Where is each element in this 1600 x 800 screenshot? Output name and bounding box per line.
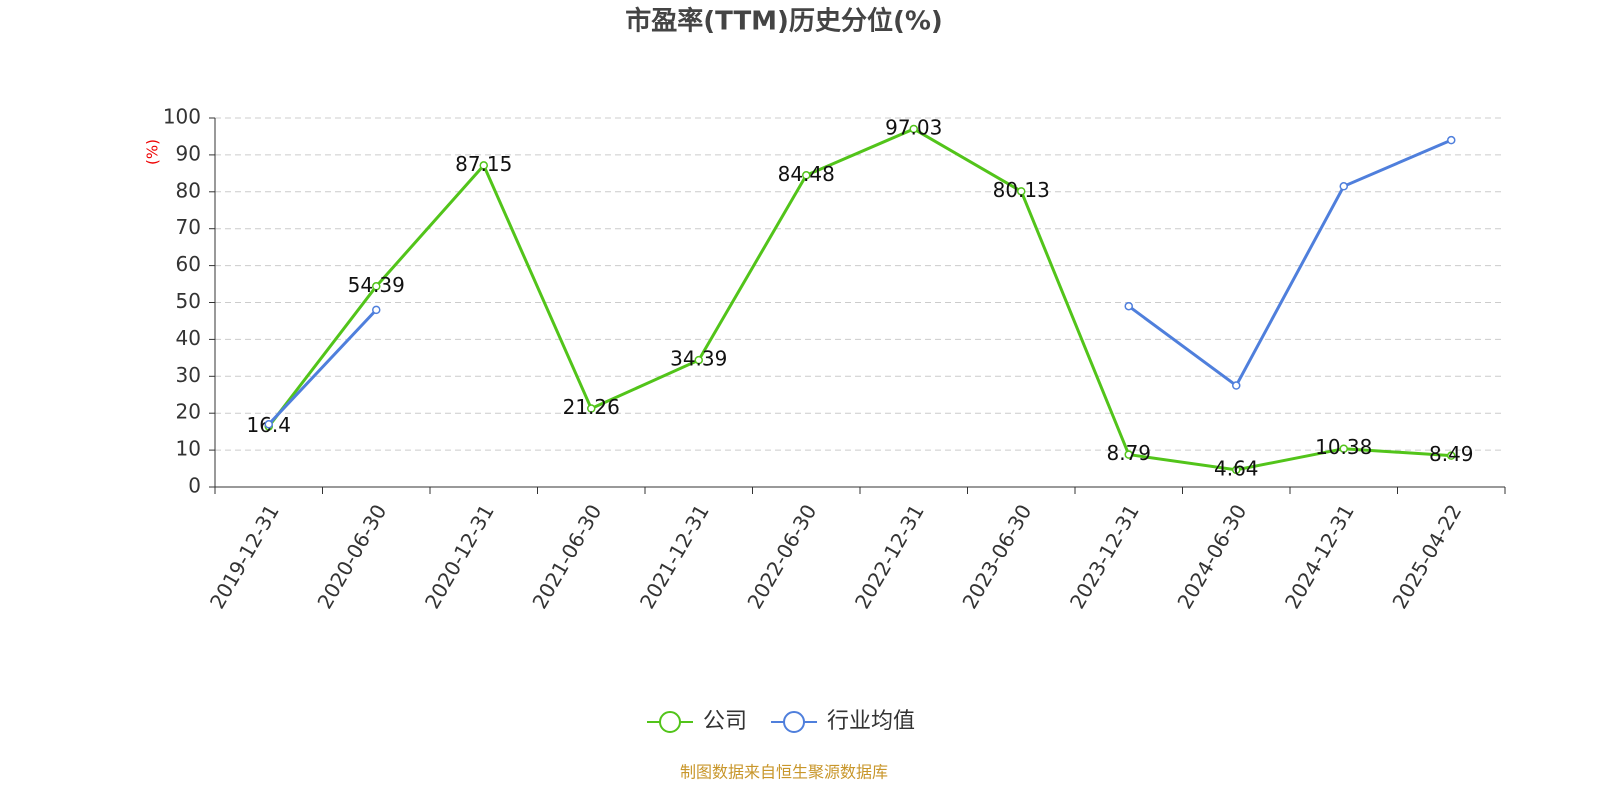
point [587, 404, 596, 413]
data-label: 84.48 [778, 162, 835, 186]
x-tick-label: 2024-06-30 [1172, 500, 1251, 613]
data-label: 10.38 [1315, 435, 1372, 459]
x-tick-label: 2019-12-31 [205, 500, 284, 613]
y-tick-label: 50 [176, 289, 201, 313]
data-label: 21.26 [563, 395, 620, 419]
point [1232, 465, 1241, 475]
x-tick-label: 2024-12-31 [1280, 500, 1359, 613]
source-note: 制图数据来自恒生聚源数据库 [680, 763, 888, 782]
data-label: 80.13 [993, 178, 1050, 202]
x-tick-label: 2022-12-31 [850, 500, 929, 613]
data-label: 4.64 [1214, 456, 1259, 480]
data-label: 8.49 [1429, 442, 1474, 466]
legend-label: 公司 [703, 709, 747, 734]
legend-label: 行业均值 [827, 709, 915, 734]
point [1232, 381, 1241, 390]
series-line [267, 127, 1452, 472]
point [1124, 450, 1133, 459]
point [1447, 135, 1456, 145]
y-tick-label: 10 [176, 437, 201, 461]
data-label: 8.79 [1106, 441, 1151, 465]
point [802, 171, 811, 180]
data-label: 34.39 [670, 347, 727, 371]
x-tick-label: 2020-12-31 [420, 500, 499, 613]
point [909, 124, 918, 134]
point [372, 305, 381, 315]
y-tick-label: 80 [176, 178, 201, 202]
chart-title: 市盈率(TTM)历史分位(%) [625, 6, 943, 37]
point [1447, 451, 1456, 460]
y-tick-label: 0 [188, 474, 201, 498]
point [1124, 301, 1133, 311]
data-label: 97.03 [885, 115, 942, 139]
y-tick-label: 30 [176, 363, 201, 387]
y-tick-label: 90 [176, 141, 201, 165]
y-tick-label: 20 [176, 400, 201, 424]
x-tick-label: 2022-06-30 [742, 500, 821, 613]
data-label: 87.15 [455, 152, 512, 176]
point [1339, 182, 1348, 191]
y-tick-label: 70 [176, 215, 201, 239]
y-tick-label: 60 [176, 252, 201, 276]
point [264, 420, 273, 429]
x-tick-label: 2025-04-22 [1387, 500, 1466, 613]
x-tick-label: 2020-06-30 [312, 500, 391, 613]
point [372, 282, 381, 291]
point [1339, 444, 1348, 453]
x-tick-label: 2023-06-30 [957, 500, 1036, 613]
y-axis-label: (%) [144, 139, 162, 165]
y-tick-label: 40 [176, 326, 201, 350]
x-tick-label: 2021-06-30 [527, 500, 606, 613]
point [694, 355, 703, 365]
y-tick-label: 100 [163, 105, 201, 129]
point [1017, 187, 1026, 196]
x-tick-label: 2023-12-31 [1065, 500, 1144, 613]
data-label: 54.39 [348, 273, 405, 297]
legend-marker [659, 711, 681, 733]
x-tick-label: 2021-12-31 [635, 500, 714, 613]
point [479, 161, 488, 170]
series-line [267, 138, 1452, 426]
legend-marker [783, 711, 806, 733]
